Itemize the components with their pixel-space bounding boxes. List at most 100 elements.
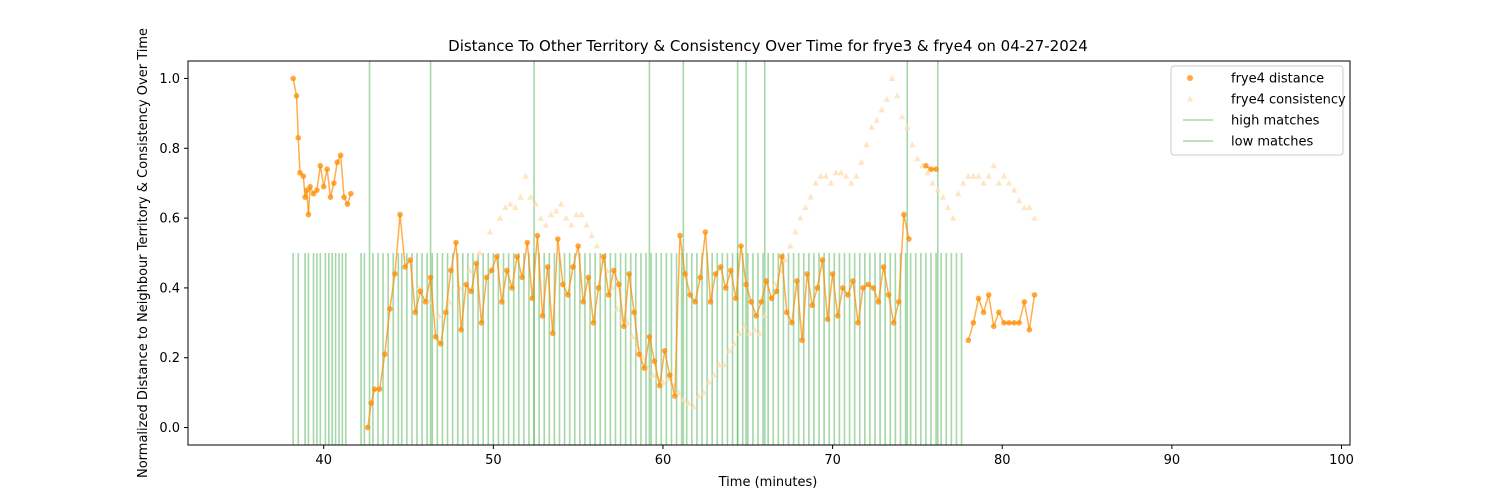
plot-layer bbox=[290, 61, 1038, 445]
consistency-point bbox=[588, 232, 595, 239]
distance-point bbox=[365, 424, 371, 431]
plot-frame bbox=[187, 60, 1351, 446]
consistency-point bbox=[1021, 204, 1028, 211]
distance-segment bbox=[319, 165, 325, 187]
consistency-point bbox=[1016, 197, 1023, 204]
distance-segment bbox=[592, 287, 600, 323]
x-tick-label: 50 bbox=[485, 453, 502, 468]
distance-point bbox=[295, 135, 302, 141]
distance-point bbox=[890, 320, 897, 326]
distance-segment bbox=[587, 277, 595, 323]
distance-point bbox=[392, 271, 398, 277]
distance-segment bbox=[495, 256, 503, 302]
consistency-point bbox=[965, 172, 972, 179]
distance-point bbox=[814, 285, 821, 291]
distance-point bbox=[616, 281, 622, 288]
distance-segment bbox=[623, 273, 630, 327]
consistency-point bbox=[573, 211, 580, 218]
distance-point bbox=[302, 194, 308, 200]
distance-point bbox=[784, 309, 790, 316]
distance-segment bbox=[882, 266, 890, 296]
distance-point bbox=[692, 299, 699, 305]
consistency-point bbox=[863, 141, 870, 148]
distance-segment bbox=[704, 232, 712, 302]
distance-point bbox=[580, 299, 587, 305]
consistency-point bbox=[807, 193, 814, 200]
distance-point bbox=[1016, 320, 1023, 326]
x-tick-label: 80 bbox=[994, 453, 1011, 468]
consistency-point bbox=[507, 200, 514, 207]
consistency-point bbox=[542, 221, 550, 228]
consistency-point bbox=[878, 106, 886, 113]
distance-segment bbox=[972, 298, 980, 323]
consistency-point bbox=[954, 190, 962, 197]
consistency-point bbox=[970, 172, 977, 179]
consistency-point bbox=[456, 284, 463, 291]
consistency-point bbox=[990, 162, 997, 169]
distance-point bbox=[519, 274, 525, 281]
distance-segment bbox=[607, 270, 615, 296]
distance-segment bbox=[557, 238, 564, 285]
distance-point bbox=[412, 309, 419, 316]
distance-point bbox=[819, 257, 826, 263]
distance-point bbox=[600, 253, 607, 260]
distance-segment bbox=[582, 277, 590, 303]
distance-segment bbox=[389, 273, 396, 309]
x-tick-label: 60 bbox=[655, 453, 672, 468]
axes-layer: 40 50 60 70 80 90 100 0.0 0.2 0.4 0.6 0.8 1.0 bbox=[159, 60, 1354, 468]
consistency-point bbox=[781, 256, 789, 263]
distance-segment bbox=[648, 336, 656, 362]
distance-segment bbox=[367, 403, 372, 428]
distance-point bbox=[468, 288, 475, 295]
consistency-point bbox=[517, 193, 524, 200]
distance-point bbox=[743, 281, 749, 288]
distance-segment bbox=[663, 350, 671, 376]
consistency-point bbox=[1010, 186, 1018, 193]
distance-point bbox=[809, 302, 816, 309]
distance-point bbox=[443, 309, 449, 316]
distance-segment bbox=[633, 312, 640, 355]
distance-point bbox=[850, 278, 856, 284]
distance-segment bbox=[322, 169, 328, 187]
distance-segment bbox=[470, 263, 478, 292]
legend: frye4 distance frye4 consistency high matc… bbox=[1170, 65, 1346, 156]
consistency-point bbox=[873, 116, 880, 123]
legend-label: high matches bbox=[1231, 114, 1320, 129]
consistency-point bbox=[715, 361, 723, 368]
distance-point bbox=[1001, 320, 1007, 326]
distance-point bbox=[804, 271, 810, 277]
distance-point bbox=[707, 299, 714, 305]
x-tick-label: 70 bbox=[824, 453, 841, 468]
distance-segment bbox=[577, 245, 584, 302]
distance-segment bbox=[669, 375, 676, 397]
consistency-point bbox=[557, 200, 565, 207]
distance-segment bbox=[414, 291, 422, 313]
distance-point bbox=[996, 309, 1002, 316]
distance-point bbox=[307, 183, 313, 190]
distance-segment bbox=[546, 266, 554, 334]
y-tick-label: 0.0 bbox=[159, 421, 180, 436]
consistency-point bbox=[827, 179, 835, 186]
distance-segment bbox=[857, 287, 864, 323]
distance-point bbox=[575, 243, 581, 249]
distance-segment bbox=[987, 294, 995, 327]
consistency-point bbox=[725, 347, 733, 354]
distance-segment bbox=[1028, 294, 1036, 330]
distance-point bbox=[324, 166, 330, 173]
distance-point bbox=[928, 166, 934, 173]
distance-segment bbox=[694, 277, 702, 303]
distance-point bbox=[722, 285, 729, 291]
distance-point bbox=[555, 236, 561, 242]
distance-point bbox=[524, 239, 531, 246]
distance-point bbox=[504, 267, 510, 274]
consistency-point bbox=[960, 179, 967, 186]
distance-point bbox=[672, 393, 678, 399]
distance-point bbox=[549, 330, 556, 337]
consistency-point bbox=[1005, 179, 1013, 186]
distance-segment bbox=[516, 256, 523, 278]
distance-point bbox=[661, 347, 668, 354]
distance-segment bbox=[898, 214, 905, 302]
distance-point bbox=[656, 382, 663, 389]
distance-point bbox=[585, 274, 592, 281]
distance-point bbox=[1011, 320, 1017, 326]
